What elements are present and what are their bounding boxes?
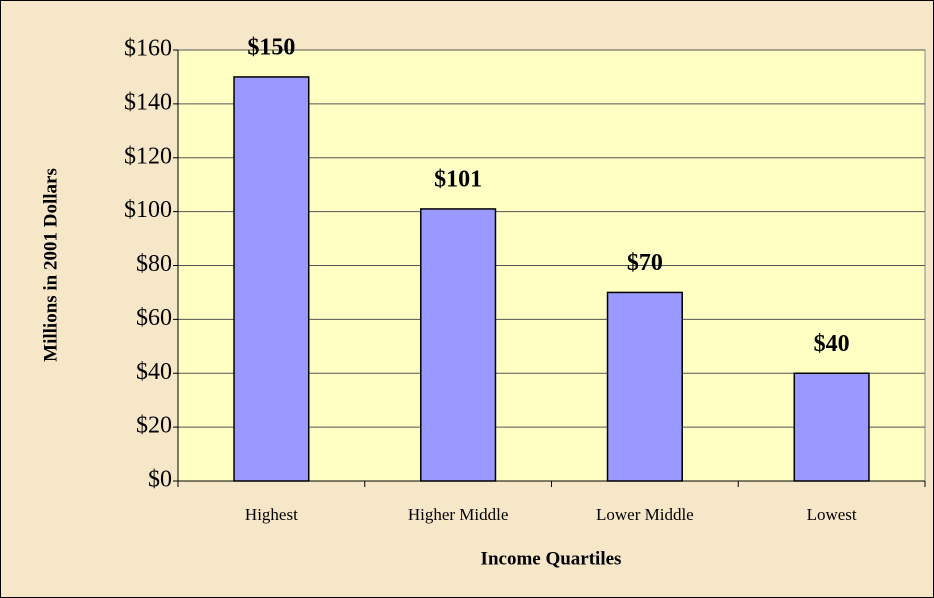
x-tick-label: Lowest bbox=[807, 505, 857, 524]
value-label: $150 bbox=[247, 34, 295, 60]
bar bbox=[793, 372, 870, 482]
y-tick-label: $100 bbox=[124, 197, 172, 223]
y-tick-label: $60 bbox=[136, 305, 172, 331]
y-axis-title: Millions in 2001 Dollars bbox=[40, 168, 61, 362]
bar bbox=[233, 76, 310, 482]
bar bbox=[606, 291, 683, 482]
y-tick-label: $120 bbox=[124, 143, 172, 169]
x-tick-label: Higher Middle bbox=[408, 505, 509, 524]
y-tick-label: $160 bbox=[124, 36, 172, 62]
x-tick-label: Lower Middle bbox=[596, 505, 694, 524]
x-tick-label: Highest bbox=[245, 505, 298, 524]
y-tick-label: $80 bbox=[136, 251, 172, 277]
value-label: $101 bbox=[434, 166, 482, 192]
y-tick-label: $40 bbox=[136, 359, 172, 385]
value-label: $70 bbox=[627, 250, 663, 276]
value-label: $40 bbox=[814, 331, 850, 357]
bar bbox=[420, 208, 497, 482]
x-axis-title: Income Quartiles bbox=[481, 548, 622, 569]
y-tick-label: $0 bbox=[148, 467, 172, 493]
y-tick-label: $20 bbox=[136, 413, 172, 439]
y-tick-label: $140 bbox=[124, 89, 172, 115]
